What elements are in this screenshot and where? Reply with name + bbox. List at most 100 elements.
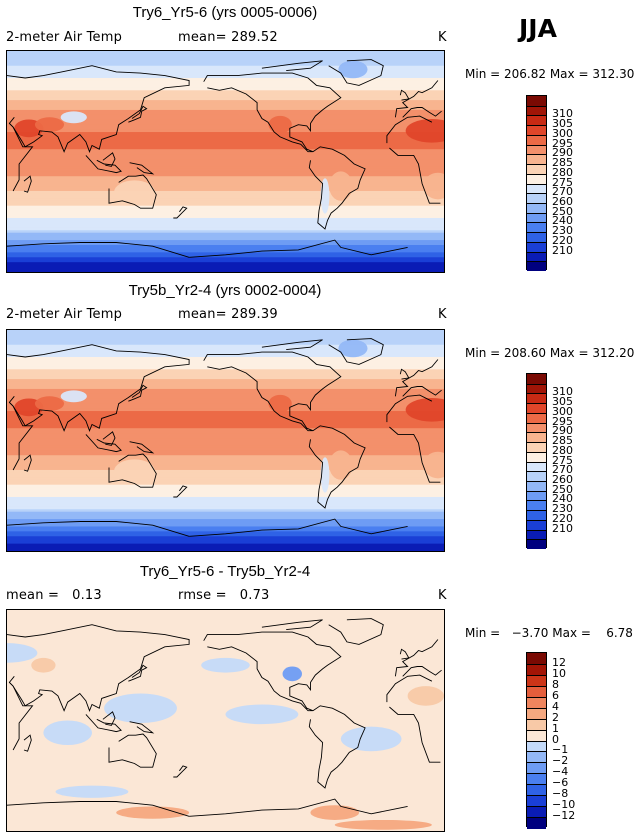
temperature-patch: [423, 172, 444, 200]
panel2-units: K: [438, 307, 447, 322]
eurasia-coastline: [402, 386, 442, 397]
colorbar-swatch: [527, 663, 546, 676]
indonesia-coastline: [85, 714, 122, 733]
temperature-patch: [114, 459, 155, 483]
temperature-band: [7, 146, 444, 150]
colorbar-swatch: [527, 222, 546, 233]
colorbar-swatch: [527, 806, 546, 818]
colorbar-tick-label: 275: [552, 175, 573, 189]
temperature-patch: [338, 60, 368, 79]
colorbar-swatch: [527, 696, 546, 709]
colorbar-swatch: [527, 529, 546, 540]
antarctica-coastline: [7, 521, 190, 537]
difference-patch: [55, 785, 129, 798]
colorbar-tick-label: 280: [552, 443, 573, 457]
temperature-band: [7, 334, 444, 338]
temperature-band: [7, 193, 444, 197]
temperature-band: [7, 244, 444, 249]
temperature-band: [7, 523, 444, 528]
colorbar-tick-label: 290: [552, 424, 573, 438]
colorbar-tick-label: 220: [552, 511, 573, 525]
temperature-band: [7, 237, 444, 241]
temperature-band: [7, 257, 444, 261]
colorbar-tick-label: 310: [552, 385, 573, 399]
difference-background: [7, 610, 444, 831]
colorbar-tick-label: 270: [552, 185, 573, 199]
samerica-coastline: [308, 146, 366, 230]
temperature-band: [7, 124, 444, 128]
colorbar-swatch: [527, 422, 546, 433]
colorbar-swatch: [527, 762, 546, 774]
difference-patch: [282, 666, 302, 682]
samerica-coastline: [308, 425, 366, 509]
greenland-coastline: [328, 338, 384, 365]
temperature-band: [7, 73, 444, 77]
temperature-patch: [34, 117, 65, 133]
temperature-band: [7, 384, 444, 388]
temperature-band: [7, 465, 444, 469]
colorbar-tick-label: 305: [552, 395, 573, 409]
temperature-band: [7, 528, 444, 532]
colorbar-swatch: [527, 729, 546, 741]
temperature-band: [7, 435, 444, 439]
colorbar-tick-label: 2: [552, 710, 559, 724]
colorbar-swatch: [527, 96, 546, 107]
colorbar-swatch: [527, 173, 546, 184]
eurasia-coastline: [7, 65, 190, 153]
colorbar-tick-label: 290: [552, 146, 573, 160]
colorbar-swatch: [527, 432, 546, 443]
temperature-band: [7, 430, 444, 434]
africa-coastline: [389, 426, 441, 483]
temperature-band: [7, 178, 444, 182]
panel1-variable: 2-meter Air Temp: [6, 30, 123, 45]
panel2-mean: mean= 289.39: [178, 307, 278, 322]
temperature-band: [7, 342, 444, 346]
temperature-band: [7, 393, 444, 397]
temperature-band: [7, 477, 444, 481]
temperature-band: [7, 337, 444, 341]
temperature-patch: [329, 171, 353, 201]
colorbar-swatch: [527, 105, 546, 116]
colorbar-swatch: [527, 519, 546, 531]
temperature-band: [7, 349, 444, 353]
temperature-band: [7, 95, 444, 99]
colorbar-swatch: [527, 740, 546, 752]
temperature-band: [7, 433, 444, 437]
temperature-band: [7, 546, 444, 550]
colorbar-swatch: [527, 134, 546, 146]
colorbar-tick-label: −2: [552, 754, 569, 768]
temperature-band: [7, 181, 444, 185]
temperature-band: [7, 354, 444, 358]
temperature-band: [7, 388, 444, 392]
colorbar-tick-label: −12: [552, 809, 576, 823]
temperature-band: [7, 117, 444, 121]
temperature-band: [7, 541, 444, 545]
colorbar-swatch: [527, 241, 546, 253]
difference-patch: [7, 643, 38, 663]
africa-coastline: [389, 147, 441, 204]
colorbar-tick-label: 10: [552, 666, 566, 680]
temperature-band: [7, 186, 444, 190]
panel2-title: Try5b_Yr2-4 (yrs 0002-0004): [128, 282, 322, 299]
samerica-coastline: [308, 705, 366, 789]
colorbar-tick-label: 280: [552, 165, 573, 179]
temperature-band: [7, 447, 444, 451]
temperature-band: [7, 222, 444, 226]
colorbar-tick-label: 210: [552, 243, 573, 257]
australia-coastline: [108, 453, 157, 488]
temperature-band: [7, 496, 444, 501]
temperature-band: [7, 227, 444, 231]
arctic_isl-coastline: [261, 339, 323, 351]
temperature-band: [7, 374, 444, 378]
colorbar-swatch: [527, 383, 546, 394]
colorbar-tick-label: 12: [552, 655, 566, 669]
temperature-band: [7, 102, 444, 106]
newguinea-coastline: [129, 162, 155, 175]
eurasia-coastline: [394, 80, 439, 118]
colorbar-swatch: [527, 480, 546, 492]
temperature-band: [7, 171, 444, 175]
colorbar-tick-label: 240: [552, 214, 573, 228]
indonesia-coastline: [85, 434, 122, 453]
temperature-band: [7, 203, 444, 207]
australia-coastline: [108, 733, 157, 768]
